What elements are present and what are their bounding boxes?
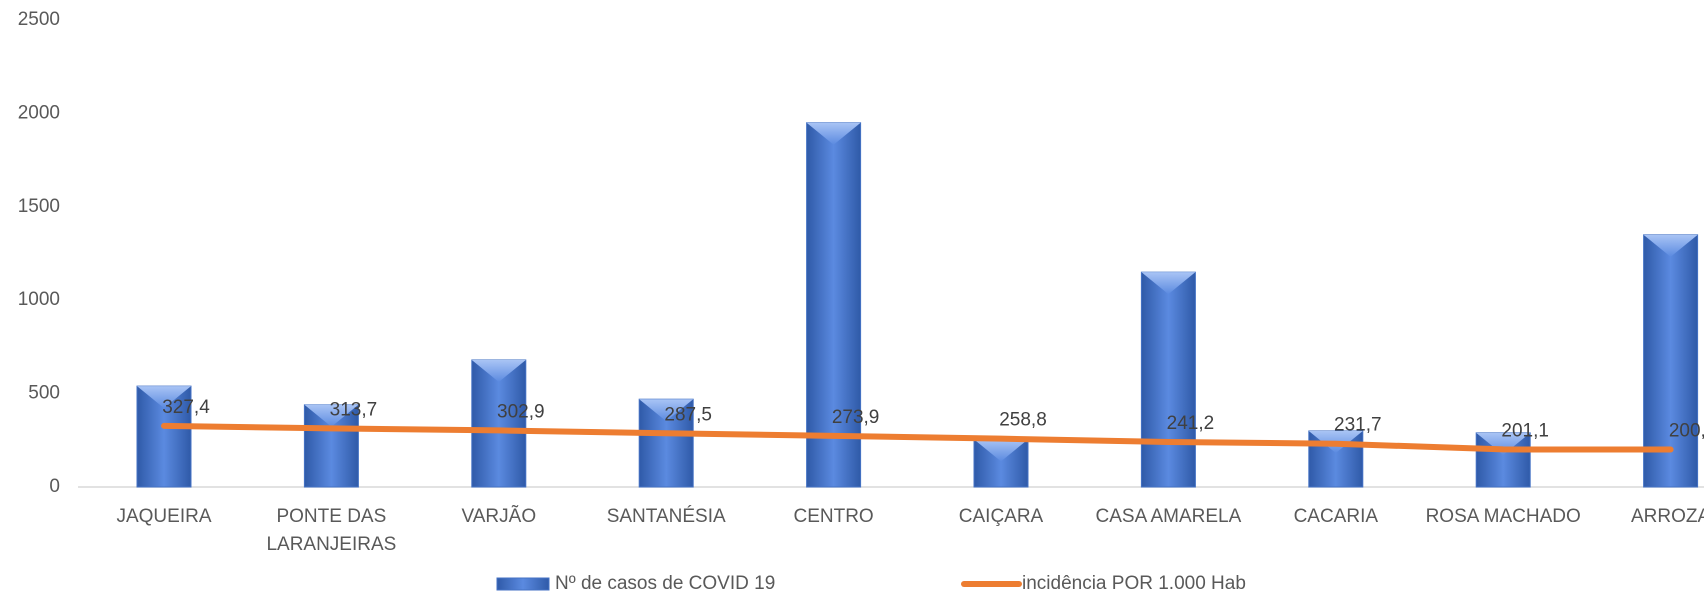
data-label: 200,6 <box>1669 421 1704 442</box>
bar <box>806 122 862 488</box>
bar <box>638 398 694 488</box>
bar <box>1308 430 1364 488</box>
x-tick-label: PONTE DAS LARANJEIRAS <box>266 506 397 555</box>
y-tick-label: 1500 <box>18 196 60 217</box>
data-label: 302,9 <box>497 401 545 422</box>
data-label: 258,8 <box>999 410 1047 431</box>
bar <box>1140 271 1196 488</box>
bar <box>136 385 192 488</box>
bar <box>973 438 1029 488</box>
data-label: 201,1 <box>1501 420 1549 441</box>
y-tick-label: 2500 <box>18 9 60 30</box>
data-label: 327,4 <box>162 397 210 418</box>
legend-label: incidência POR 1.000 Hab <box>1022 573 1246 594</box>
data-label: 313,7 <box>330 399 378 420</box>
bar <box>471 359 527 488</box>
legend-label: Nº de casos de COVID 19 <box>555 573 775 594</box>
data-label: 273,9 <box>832 407 880 428</box>
y-tick-label: 1000 <box>18 289 60 310</box>
x-tick-label: VARJÃO <box>461 506 537 527</box>
data-label: 241,2 <box>1167 413 1215 434</box>
x-tick-label: ARROZA <box>1631 506 1704 527</box>
data-label: 287,5 <box>664 404 712 425</box>
x-tick-label: JAQUEIRA <box>116 506 212 527</box>
y-tick-label: 500 <box>28 383 60 404</box>
bar <box>1475 432 1531 488</box>
legend-swatch <box>496 577 550 591</box>
x-tick-label: SANTANÉSIA <box>606 506 726 527</box>
x-tick-label: CASA AMARELA <box>1095 506 1242 527</box>
x-tick-label: ROSA MACHADO <box>1425 506 1581 527</box>
y-tick-label: 0 <box>49 476 60 497</box>
x-tick-label: CACARIA <box>1293 506 1379 527</box>
line <box>161 422 1674 453</box>
y-tick-label: 2000 <box>18 102 60 123</box>
bar <box>303 404 359 488</box>
x-tick-label: CENTRO <box>793 506 874 527</box>
x-tick-label: CAIÇARA <box>958 506 1044 527</box>
data-label: 231,7 <box>1334 415 1382 436</box>
bar <box>1643 234 1699 488</box>
